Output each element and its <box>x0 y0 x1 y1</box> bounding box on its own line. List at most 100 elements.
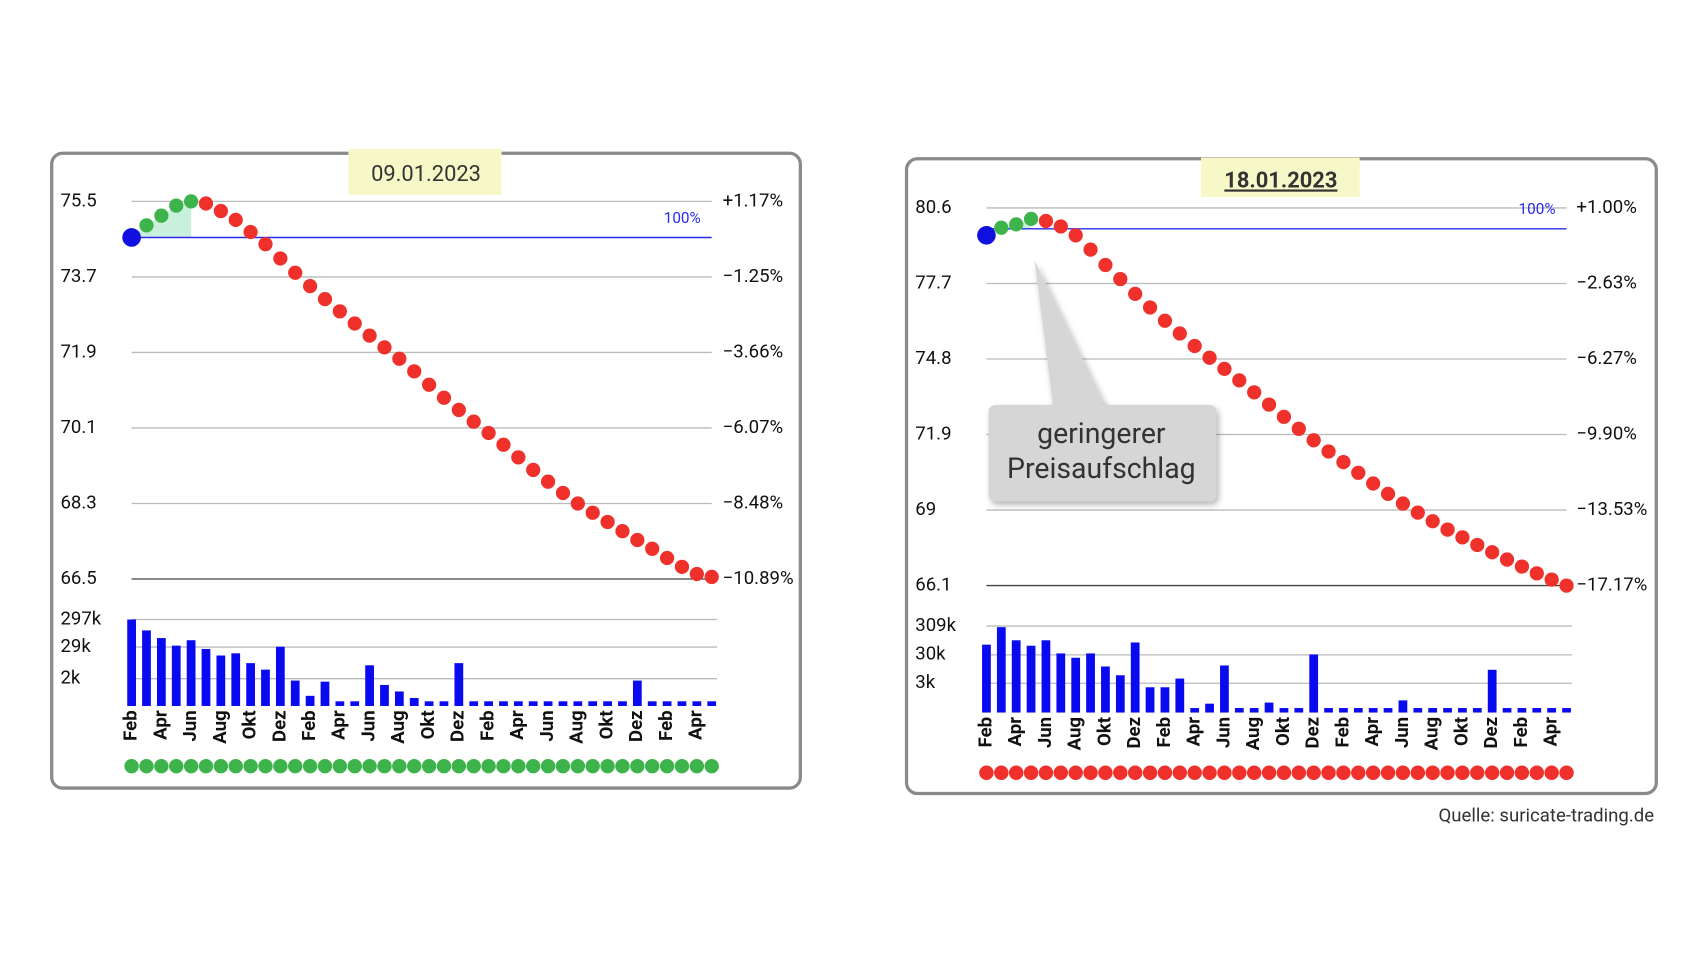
x-tick-label: Apr <box>328 710 350 740</box>
status-dot <box>1306 765 1321 780</box>
volume-bar <box>1339 708 1348 713</box>
x-tick-label: Okt <box>1093 717 1115 746</box>
x-tick-label: Okt <box>239 710 261 739</box>
status-dot <box>1470 765 1485 780</box>
price-point <box>1321 444 1336 459</box>
price-point <box>600 514 615 530</box>
price-point <box>555 485 571 501</box>
status-dot <box>317 758 333 774</box>
volume-bar <box>186 640 196 706</box>
volume-bar <box>647 701 657 706</box>
price-point <box>1261 397 1277 412</box>
x-tick-label: Okt <box>1450 717 1472 746</box>
x-tick-label: Jun <box>179 710 201 741</box>
status-dot <box>600 758 615 774</box>
price-point <box>570 496 585 511</box>
price-point <box>689 566 704 582</box>
y-tick-label: 75.5 <box>60 189 96 211</box>
chart-title: 18.01.2023 <box>1224 168 1337 193</box>
status-dot <box>436 758 452 774</box>
x-tick-label: Feb <box>477 710 499 741</box>
y-tick-label: 80.6 <box>915 196 951 218</box>
status-dot <box>347 758 362 774</box>
price-point <box>362 328 377 343</box>
status-dot <box>1172 765 1188 780</box>
annotation: Preisaufschlag <box>1007 452 1196 485</box>
status-dot <box>362 758 377 774</box>
status-dot <box>1202 765 1217 780</box>
status-dot <box>1098 765 1113 780</box>
x-tick-label: Aug <box>1421 717 1443 750</box>
volume-bar <box>996 627 1006 713</box>
volume-bar <box>1190 708 1200 713</box>
x-tick-label: Apr <box>1540 717 1562 747</box>
price-point <box>1232 373 1247 388</box>
y2-tick-label: −6.07% <box>723 416 784 438</box>
price-point <box>122 228 141 247</box>
price-point <box>1544 572 1559 587</box>
x-tick-label: Feb <box>1153 717 1175 748</box>
price-point <box>1098 257 1113 273</box>
price-point <box>198 196 214 211</box>
x-tick-label: Dez <box>1123 717 1145 749</box>
volume-bar <box>1101 666 1110 713</box>
y2-tick-label: +1.00% <box>1576 196 1636 218</box>
x-tick-label: Aug <box>387 710 409 743</box>
y2-tick-label: −2.63% <box>1576 271 1637 293</box>
volume-bar <box>1309 654 1319 713</box>
volume-bar <box>216 655 226 706</box>
status-dot <box>1157 765 1173 780</box>
status-dot <box>1291 765 1307 780</box>
x-tick-label: Jun <box>536 710 558 741</box>
x-tick-label: Apr <box>1183 717 1205 747</box>
price-point <box>1440 522 1455 537</box>
price-point <box>496 437 511 452</box>
x-tick-label: Aug <box>1242 717 1264 750</box>
x-tick-label: Dez <box>1480 717 1502 749</box>
status-dot <box>124 758 139 774</box>
price-point <box>1455 530 1470 545</box>
status-dot <box>1053 765 1069 780</box>
price-point <box>1068 228 1083 243</box>
status-dot <box>585 758 600 774</box>
status-dot <box>139 758 154 774</box>
x-tick-label: Dez <box>268 710 290 742</box>
volume-bar <box>1056 653 1066 713</box>
volume-bar <box>499 701 508 706</box>
x-tick-label: Aug <box>1064 717 1086 750</box>
status-dot <box>1038 765 1054 780</box>
price-point <box>1202 350 1217 365</box>
status-dot <box>1514 765 1530 780</box>
status-dot <box>392 758 407 774</box>
status-dot <box>1455 765 1470 780</box>
price-point <box>630 532 645 548</box>
price-point <box>273 251 288 266</box>
rise-area <box>986 218 1032 236</box>
volume-bar <box>1175 678 1185 713</box>
status-dot <box>540 758 556 774</box>
price-point <box>228 212 243 227</box>
status-dot <box>1068 765 1083 780</box>
price-point <box>332 304 347 319</box>
price-point <box>302 279 318 294</box>
price-point <box>183 194 199 209</box>
status-dot <box>243 758 258 774</box>
volume-bar <box>1413 708 1423 713</box>
y2-tick-label: −9.90% <box>1576 422 1637 444</box>
reference-label: 100% <box>664 209 701 227</box>
y2-tick-label: −13.53% <box>1576 498 1647 520</box>
volume-bar <box>320 681 330 706</box>
status-dot <box>1380 765 1396 780</box>
x-tick-label: Feb <box>655 710 677 741</box>
volume-bar <box>1547 708 1557 713</box>
price-point <box>645 541 660 556</box>
price-point <box>1410 505 1425 520</box>
price-point <box>466 414 481 429</box>
volume-bar <box>1443 708 1452 713</box>
price-point <box>977 226 996 245</box>
status-dot <box>1246 765 1262 780</box>
status-dot <box>1142 765 1158 780</box>
volume-bar <box>603 701 612 706</box>
volume-bar <box>1324 708 1333 713</box>
